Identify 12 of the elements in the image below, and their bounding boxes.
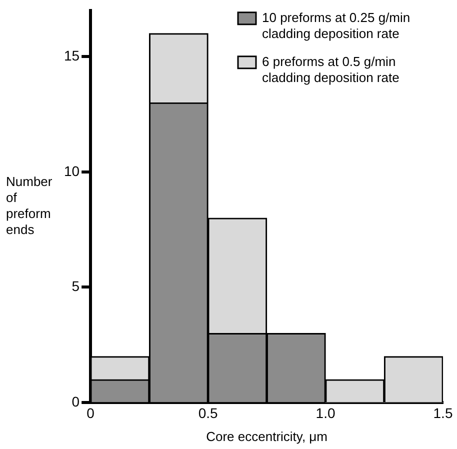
y-tick-label: 10 — [64, 162, 80, 179]
x-tick-label: 0 — [86, 404, 95, 421]
x-tick-label: 0.5 — [198, 404, 218, 421]
y-tick-label: 15 — [64, 47, 80, 64]
y-tick-label: 0 — [72, 393, 80, 410]
x-tick-label: 1.0 — [316, 404, 336, 421]
x-axis-title: Core eccentricity, μm — [206, 428, 328, 444]
y-tick-label: 5 — [72, 278, 80, 294]
legend-label: 10 preforms at 0.25 g/min cladding deposition rate — [262, 10, 410, 41]
x-tick-label: 1.5 — [433, 404, 453, 421]
legend-label: 6 preforms at 0.5 g/min cladding deposition rate — [262, 54, 400, 85]
y-axis-title: Number of preform ends — [6, 174, 53, 238]
